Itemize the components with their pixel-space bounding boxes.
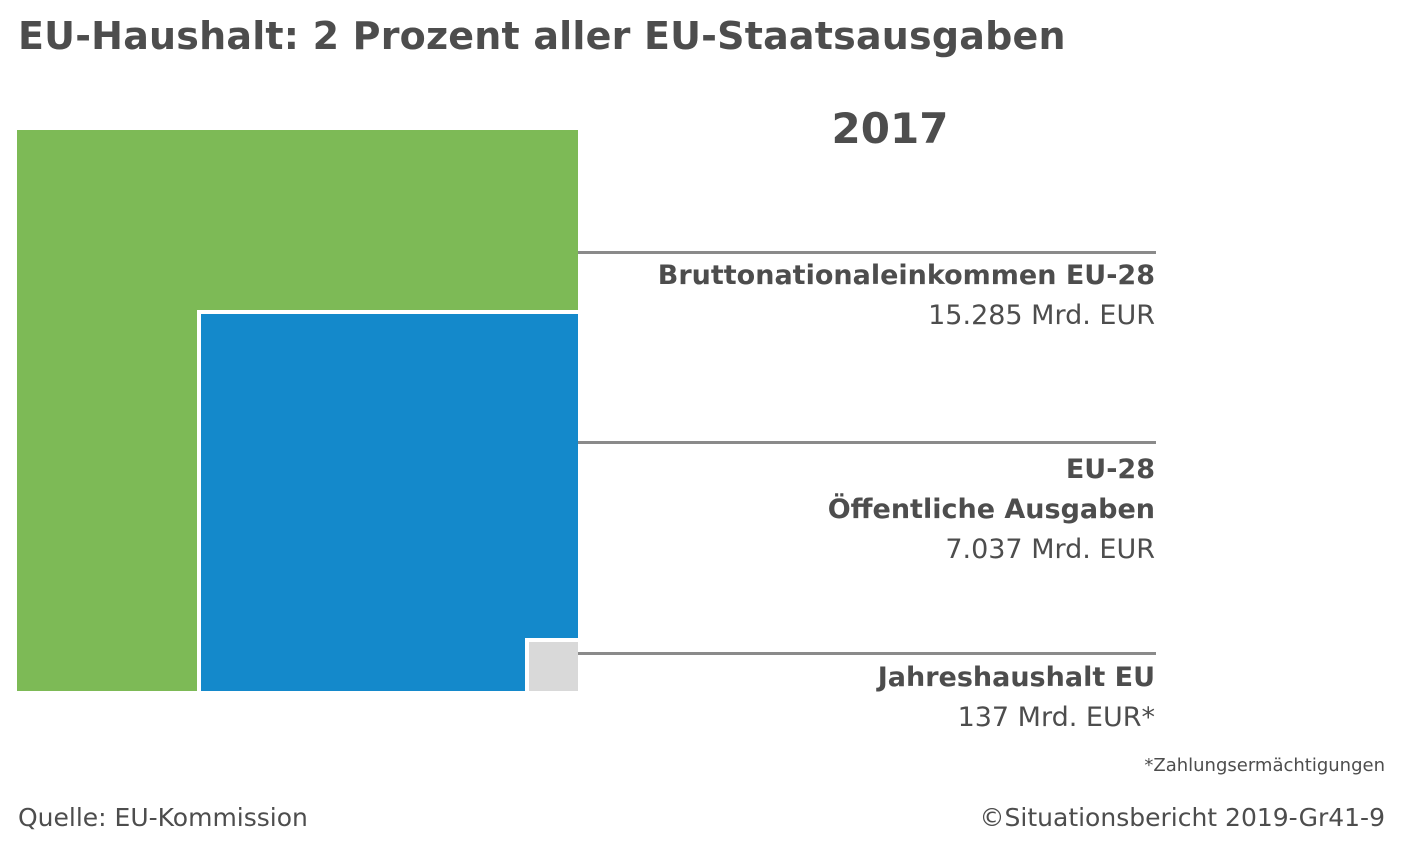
eu-budget-square	[525, 638, 578, 691]
eu-budget-label: Jahreshaushalt EU 137 Mrd. EUR*	[878, 658, 1155, 738]
public-spending-name-line2: Öffentliche Ausgaben	[827, 494, 1155, 525]
public-spending-leader-line	[578, 441, 1156, 444]
credit-note: ©Situationsbericht 2019-Gr41-9	[979, 803, 1385, 832]
public-spending-value: 7.037 Mrd. EUR	[945, 534, 1155, 565]
footnote: *Zahlungsermächtigungen	[1144, 755, 1385, 776]
public-spending-square	[197, 310, 578, 691]
public-spending-name-line1: EU-28	[1065, 454, 1155, 485]
chart-year: 2017	[831, 104, 949, 153]
gni-label: Bruttonationaleinkommen EU-28 15.285 Mrd…	[658, 256, 1155, 336]
eu-budget-leader-line	[578, 652, 1156, 655]
source-note: Quelle: EU-Kommission	[18, 803, 308, 832]
chart-title: EU-Haushalt: 2 Prozent aller EU-Staatsau…	[18, 14, 1066, 58]
public-spending-label: EU-28 Öffentliche Ausgaben 7.037 Mrd. EU…	[828, 450, 1155, 570]
eu-budget-value: 137 Mrd. EUR*	[957, 702, 1155, 733]
eu-budget-name: Jahreshaushalt EU	[877, 662, 1155, 693]
gni-value: 15.285 Mrd. EUR	[928, 300, 1155, 331]
gni-leader-line	[578, 251, 1156, 254]
gni-name: Bruttonationaleinkommen EU-28	[657, 260, 1155, 291]
